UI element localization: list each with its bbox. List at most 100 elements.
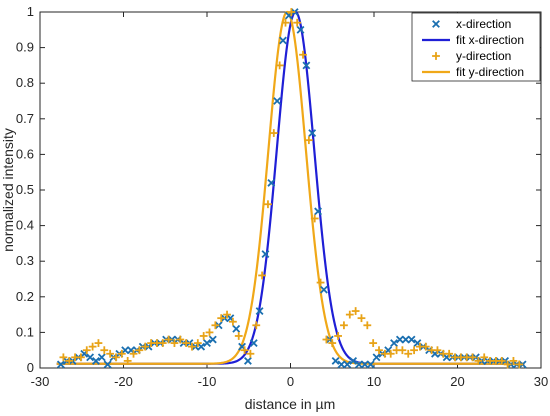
data-point-y-direction [94, 339, 103, 347]
x-tick-label: 20 [450, 374, 464, 389]
data-point-y-direction [334, 332, 342, 340]
y-tick-label: 0.7 [16, 111, 34, 126]
data-point-y-direction [112, 353, 120, 362]
y-tick-label: 0.1 [16, 324, 34, 339]
data-point-y-direction [351, 307, 360, 315]
data-point-y-direction [240, 346, 249, 355]
legend-label: fit x-direction [456, 33, 524, 47]
legend-box [411, 12, 541, 82]
legend-label: fit y-direction [456, 65, 524, 79]
data-point-y-direction [369, 339, 378, 347]
data-point-y-direction [275, 61, 284, 70]
x-axis-label: distance in µm [245, 396, 336, 412]
y-tick-label: 0.2 [16, 289, 34, 304]
data-point-y-direction [246, 349, 255, 358]
legend-marker-swatch [432, 20, 440, 28]
y-axis-label: normalized intensity [0, 128, 16, 252]
data-point-y-direction [363, 321, 372, 330]
data-point-y-direction [170, 339, 179, 347]
data-point-x-direction [355, 360, 363, 369]
data-point-y-direction [106, 349, 115, 358]
data-point-y-direction [497, 356, 506, 365]
data-point-y-direction [357, 314, 366, 323]
data-point-y-direction [281, 18, 290, 27]
data-point-x-direction [390, 339, 398, 348]
data-point-x-direction [255, 307, 264, 315]
data-point-y-direction [258, 271, 267, 280]
data-point-y-direction [304, 136, 313, 145]
data-point-y-direction [404, 349, 413, 358]
data-point-y-direction [217, 314, 226, 323]
data-point-y-direction [100, 346, 109, 355]
data-point-y-direction [188, 342, 196, 351]
data-point-y-direction [398, 346, 407, 355]
data-point-x-direction [197, 342, 206, 351]
data-point-x-direction [97, 353, 106, 362]
data-point-y-direction [141, 342, 150, 351]
y-tick-label: 0.8 [16, 75, 34, 90]
y-tick-label: 1 [27, 4, 34, 19]
data-point-x-direction [121, 346, 130, 355]
data-point-x-direction [243, 356, 252, 365]
data-point-y-direction [515, 360, 524, 369]
data-point-x-direction [302, 61, 311, 70]
data-point-x-direction [360, 360, 369, 369]
y-tick-label: 0.4 [16, 218, 34, 233]
data-point-y-direction [264, 200, 272, 209]
data-point-x-direction [249, 339, 258, 348]
data-point-y-direction [123, 356, 132, 365]
data-point-y-direction [316, 278, 325, 287]
data-point-y-direction [182, 339, 191, 347]
data-point-y-direction [433, 346, 442, 355]
data-point-y-direction [445, 349, 454, 358]
data-point-x-direction [372, 353, 381, 362]
data-point-x-direction [208, 335, 217, 344]
data-point-y-direction [421, 342, 430, 351]
data-point-x-direction [308, 129, 317, 137]
y-tick-label: 0.6 [16, 146, 34, 161]
data-point-x-direction [337, 360, 346, 369]
data-point-x-direction [203, 339, 211, 348]
data-point-x-direction [261, 250, 270, 259]
data-point-y-direction [135, 346, 144, 355]
data-point-y-direction [193, 339, 202, 347]
data-point-x-direction [395, 335, 404, 344]
data-point-y-direction [158, 339, 167, 347]
data-point-y-direction [164, 335, 173, 344]
data-point-y-direction [410, 346, 418, 355]
data-point-x-direction [273, 97, 282, 105]
data-point-y-direction [199, 332, 208, 340]
data-point-y-direction [386, 349, 395, 358]
data-point-y-direction [77, 353, 85, 362]
x-tick-label: 0 [287, 374, 294, 389]
data-point-y-direction [176, 335, 185, 344]
x-tick-label: -20 [114, 374, 133, 389]
data-point-y-direction [88, 342, 97, 351]
data-point-y-direction [299, 50, 307, 59]
data-point-y-direction [474, 356, 483, 365]
data-point-x-direction [267, 178, 276, 187]
y-tick-label: 0.9 [16, 40, 34, 55]
data-point-y-direction [480, 353, 489, 362]
data-point-y-direction [129, 349, 138, 358]
data-point-x-direction [232, 324, 241, 333]
data-point-y-direction [375, 346, 383, 355]
data-point-y-direction [211, 321, 220, 330]
data-point-x-direction [92, 356, 100, 365]
y-tick-label: 0 [27, 360, 34, 375]
data-point-y-direction [310, 214, 319, 223]
data-point-y-direction [345, 310, 354, 319]
data-point-x-direction [407, 335, 416, 344]
data-point-x-direction [279, 36, 287, 45]
data-point-x-direction [314, 207, 322, 216]
data-point-y-direction [117, 349, 126, 358]
y-tick-label: 0.3 [16, 253, 34, 268]
data-point-y-direction [252, 321, 261, 330]
data-point-y-direction [287, 8, 296, 16]
data-point-y-direction [503, 360, 512, 369]
data-point-y-direction [59, 353, 68, 362]
data-point-y-direction [509, 356, 518, 365]
data-point-y-direction [322, 335, 331, 344]
x-tick-label: 10 [367, 374, 381, 389]
data-point-x-direction [349, 356, 358, 365]
